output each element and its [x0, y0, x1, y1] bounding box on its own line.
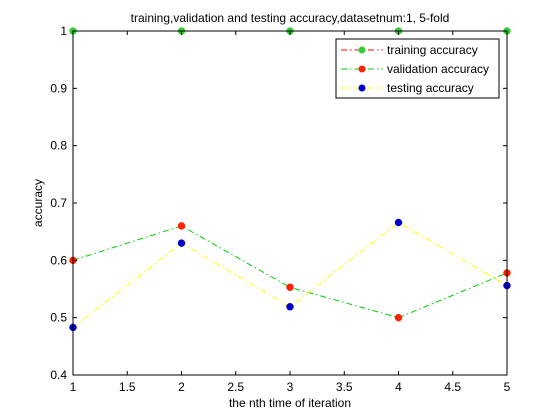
chart-title: training,validation and testing accuracy…	[131, 11, 450, 25]
x-tick-label: 3	[287, 380, 294, 394]
y-axis-label: accuracy	[31, 179, 45, 227]
series-2-point	[286, 303, 294, 311]
series-1-point	[394, 313, 403, 322]
x-axis-label: the nth time of iteration	[229, 396, 351, 410]
series-1-point	[177, 222, 186, 230]
y-tick-label: 0.7	[50, 196, 67, 210]
x-tick-label: 2.5	[227, 380, 244, 394]
legend-marker-0	[358, 46, 366, 54]
x-tick-label: 1	[70, 380, 77, 394]
series-2-point	[394, 218, 403, 227]
series-2-point	[177, 239, 186, 247]
y-tick-label: 0.9	[50, 81, 67, 95]
x-tick-label: 2	[178, 380, 185, 394]
x-tick-label: 4.5	[444, 380, 461, 394]
legend-label-0: training accuracy	[387, 43, 478, 57]
series-line-2	[72, 221, 508, 328]
legend-label-2: testing accuracy	[387, 81, 474, 95]
x-tick-label: 5	[504, 380, 511, 394]
x-tick-label: 1.5	[119, 380, 136, 394]
x-tick-label: 3.5	[336, 380, 353, 394]
legend-label-1: validation accuracy	[387, 62, 489, 76]
legend-marker-2	[358, 84, 366, 92]
x-axis-ticks: 1 1.5 2 2.5 3 3.5 4 4.5 5	[70, 31, 511, 394]
legend: training accuracy validation accuracy test…	[335, 38, 500, 99]
y-tick-label: 0.4	[50, 368, 67, 382]
x-tick-label: 4	[395, 380, 402, 394]
y-tick-label: 0.5	[50, 311, 67, 325]
legend-marker-1	[358, 65, 366, 73]
y-tick-label: 0.8	[50, 139, 67, 153]
y-axis-ticks: 0.4 0.5 0.6 0.7 0.8 0.9 1	[50, 24, 507, 382]
y-tick-label: 1	[60, 24, 67, 38]
series-1-point	[286, 283, 294, 292]
y-tick-label: 0.6	[50, 253, 67, 267]
